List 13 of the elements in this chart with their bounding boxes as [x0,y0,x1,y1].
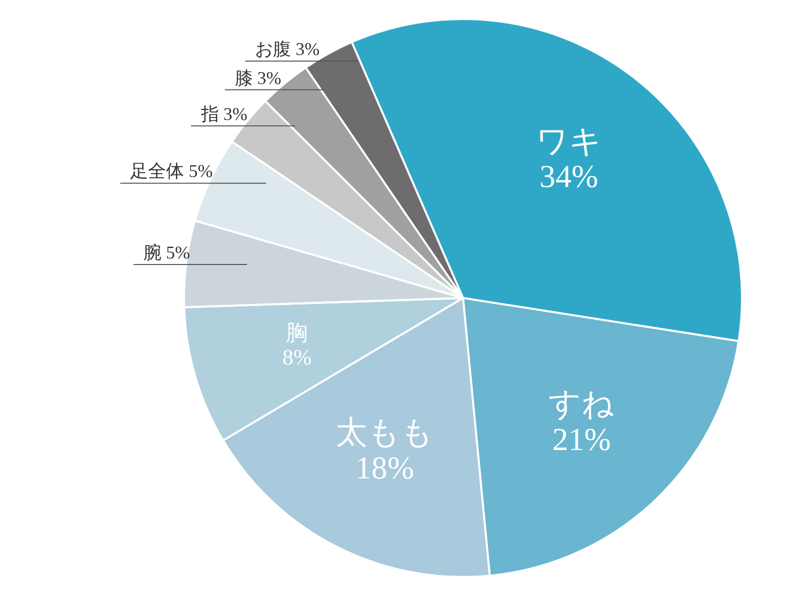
data-label: 34% [539,158,598,194]
data-label: 18% [355,449,414,486]
data-label: 21% [552,420,611,457]
slice-label: 指 3% [200,104,248,124]
slice-label: ワキ [536,122,602,159]
slice-label: お腹 3% [255,39,320,60]
slice-label: 胸 [286,320,308,346]
slice-label: すね [548,386,615,422]
slice-label: 腕 5% [144,242,190,263]
slice-label: 膝 3% [234,68,282,88]
slice-label: 太もも [336,414,434,450]
data-label: 8% [282,344,312,370]
slice-label: 足全体 5% [130,161,213,182]
